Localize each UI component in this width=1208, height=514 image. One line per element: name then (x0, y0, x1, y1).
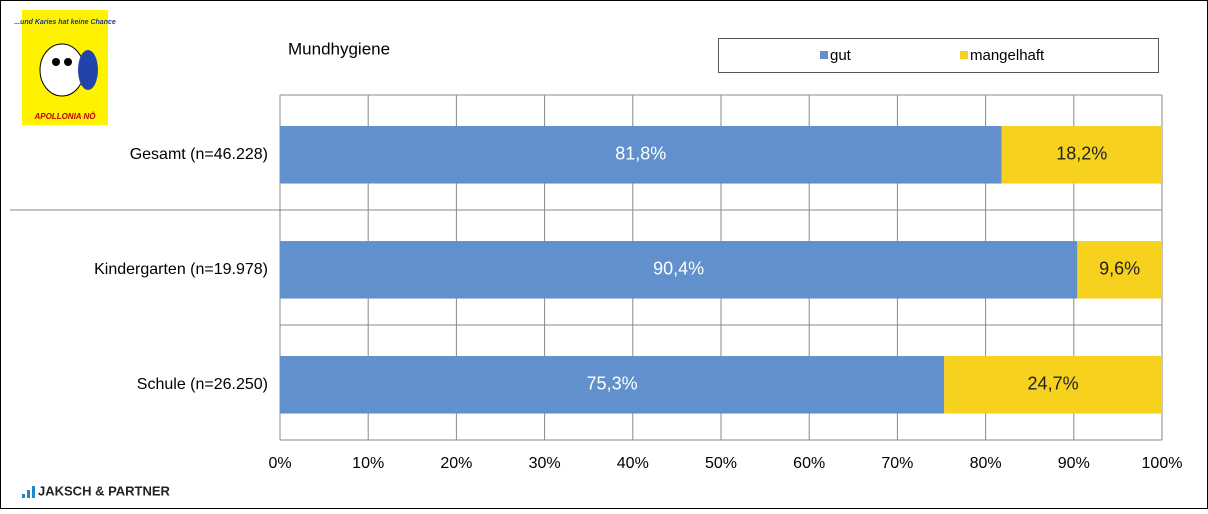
badge: ...und Karies hat keine Chance APOLLONIA… (14, 10, 116, 125)
x-tick-label: 60% (793, 455, 825, 472)
badge-eye (52, 58, 60, 66)
badge-figure (78, 50, 98, 90)
x-tick-label: 100% (1142, 455, 1183, 472)
x-tick-label: 20% (440, 455, 472, 472)
bar-segment (944, 356, 1162, 414)
bar-segment (280, 126, 1002, 184)
logo-bar (32, 486, 35, 498)
bar-segment (1077, 241, 1162, 299)
x-tick-label: 40% (617, 455, 649, 472)
y-tick-label: Gesamt (n=46.228) (130, 146, 268, 163)
x-tick-label: 50% (705, 455, 737, 472)
y-tick-label: Kindergarten (n=19.978) (94, 261, 268, 278)
bar-segment (1001, 126, 1162, 184)
value-label: 81,8% (615, 144, 666, 164)
y-tick-label: Schule (n=26.250) (137, 376, 268, 393)
x-tick-label: 10% (352, 455, 384, 472)
company-name: JAKSCH & PARTNER (38, 483, 171, 498)
legend-label: mangelhaft (970, 47, 1045, 64)
badge-top: ...und Karies hat keine Chance (14, 19, 116, 26)
legend-box (718, 38, 1159, 73)
value-label: 90,4% (653, 259, 704, 279)
value-label: 18,2% (1056, 144, 1107, 164)
bar-segment (280, 241, 1078, 299)
legend-label: gut (830, 47, 852, 64)
value-label: 75,3% (587, 374, 638, 394)
x-tick-label: 90% (1058, 455, 1090, 472)
logo-bar (27, 490, 30, 498)
value-label: 9,6% (1099, 259, 1140, 279)
x-tick-label: 80% (970, 455, 1002, 472)
value-label: 24,7% (1028, 374, 1079, 394)
x-tick-label: 30% (529, 455, 561, 472)
badge-eye (64, 58, 72, 66)
legend-swatch (960, 51, 968, 59)
legend-swatch (820, 51, 828, 59)
bar-segment (280, 356, 945, 414)
company-logo: JAKSCH & PARTNER (22, 483, 171, 498)
x-tick-label: 70% (881, 455, 913, 472)
chart-title: Mundhygiene (288, 39, 390, 58)
badge-figure (39, 43, 85, 97)
logo-bar (22, 494, 25, 498)
x-tick-label: 0% (268, 455, 291, 472)
badge-bottom: APOLLONIA NÖ (33, 112, 96, 121)
